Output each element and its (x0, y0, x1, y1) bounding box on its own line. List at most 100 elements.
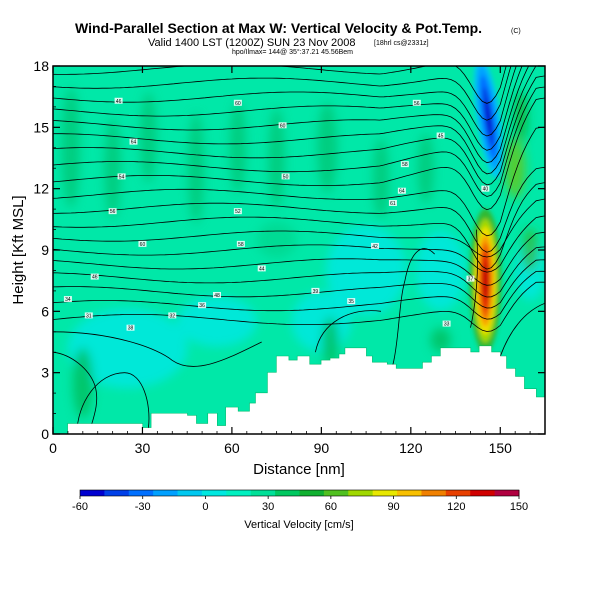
x-tick-label: 60 (224, 440, 240, 456)
isentrope-label: 46 (114, 97, 123, 105)
isentrope (53, 351, 98, 434)
isentropes (53, 66, 545, 434)
colorbar-swatch (299, 490, 325, 496)
isentrope-label: 40 (481, 185, 490, 193)
svg-text:54: 54 (119, 174, 125, 180)
colorbar-tick-label: 90 (387, 501, 399, 513)
svg-text:34: 34 (65, 297, 71, 303)
isentrope-label: 32 (168, 312, 177, 319)
y-tick-label: 9 (41, 242, 49, 258)
subtitle-note: [18hrl cs@2331z] (374, 40, 429, 47)
colorbar-tick-label: 60 (325, 501, 337, 513)
isentrope (53, 66, 517, 137)
isentrope (53, 126, 545, 237)
colorbar-swatch (201, 490, 227, 496)
colorbar-swatch (494, 490, 520, 496)
isentrope-label: 64 (129, 138, 138, 146)
x-tick-label: 150 (489, 440, 513, 456)
colorbar-swatch (421, 490, 447, 496)
isentrope (53, 66, 523, 151)
isentrope-label: 36 (198, 302, 207, 309)
colorbar-swatch (80, 490, 105, 496)
colorbar-swatch (372, 490, 398, 496)
y-tick-label: 0 (41, 426, 49, 442)
isentrope (53, 66, 507, 104)
isentrope (315, 310, 382, 353)
svg-text:60: 60 (140, 242, 146, 248)
colorbar-swatch (397, 490, 422, 496)
isentrope (53, 166, 545, 253)
isentrope-label: 56 (412, 99, 421, 107)
isentrope (499, 302, 545, 357)
colorbar-swatch (104, 490, 130, 496)
isentrope-label: 54 (117, 173, 126, 180)
isentrope (53, 270, 545, 320)
svg-text:46: 46 (116, 99, 122, 105)
isentrope (53, 198, 545, 258)
colorbar-swatch (250, 490, 276, 496)
isentrope (53, 182, 545, 270)
chart-subtitle: Valid 1400 LST (1200Z) SUN 23 Nov 2008 (148, 37, 356, 49)
isentrope-label: 60 (278, 122, 287, 129)
isentrope (53, 281, 545, 332)
svg-text:50: 50 (283, 174, 289, 180)
colorbar-swatch (128, 490, 154, 496)
isentrope-label: 42 (371, 242, 380, 250)
isentrope (53, 259, 545, 309)
svg-text:44: 44 (259, 266, 265, 272)
x-tick-label: 120 (399, 440, 423, 456)
isentrope-label: 58 (400, 161, 409, 168)
isentrope-label: 34 (63, 296, 72, 303)
svg-text:31: 31 (86, 313, 92, 319)
svg-text:64: 64 (131, 140, 137, 146)
x-tick-label: 90 (314, 440, 330, 456)
colorbar-tick-label: 120 (447, 501, 465, 513)
y-tick-label: 18 (33, 58, 49, 74)
colorbar-swatch (177, 490, 203, 496)
small-note: hpo/Ilmax= 144@ 35°:37.21 45.56Bem (232, 48, 353, 56)
colorbar-swatch (275, 490, 300, 496)
isentrope-label: 58 (236, 240, 245, 248)
svg-text:37: 37 (468, 277, 474, 283)
svg-text:38: 38 (128, 326, 134, 332)
isentrope-label: 60 (233, 99, 242, 107)
svg-text:60: 60 (280, 123, 286, 129)
colorbar: -60 -30 0 30 60 90 120 150 (72, 489, 528, 513)
isentrope (53, 215, 545, 273)
isentrope (53, 331, 262, 367)
isentrope (53, 66, 537, 175)
svg-text:33: 33 (444, 322, 450, 328)
isentrope (470, 229, 478, 328)
isentrope-label: 52 (233, 208, 242, 215)
isentrope-label: 60 (138, 240, 147, 248)
svg-text:52: 52 (235, 209, 241, 215)
isentrope (53, 97, 545, 211)
svg-text:61: 61 (390, 201, 396, 207)
colorbar-swatch (470, 490, 496, 496)
isentrope (53, 231, 545, 286)
isentrope-label: 48 (213, 291, 221, 299)
svg-text:32: 32 (169, 313, 175, 319)
isentrope (53, 66, 512, 121)
svg-text:40: 40 (483, 187, 489, 193)
isentrope-label: 44 (257, 265, 266, 272)
isentrope (392, 248, 435, 365)
y-tick-label: 3 (41, 365, 49, 381)
isentrope-label: 50 (281, 173, 290, 180)
colorbar-tick-label: 0 (202, 501, 208, 513)
isentrope-label: 33 (442, 320, 451, 328)
x-axis: 0 30 60 90 120 150 (49, 66, 531, 456)
colorbar-swatch (348, 490, 374, 496)
colorbar-tick-label: 30 (262, 501, 274, 513)
svg-text:35: 35 (348, 299, 354, 305)
colorbar-label: Vertical Velocity [cm/s] (244, 519, 353, 531)
svg-text:56: 56 (110, 209, 116, 215)
svg-text:58: 58 (238, 242, 244, 248)
isentrope (53, 75, 545, 186)
colorbar-swatch (153, 490, 179, 496)
isentrope-label: 38 (126, 324, 135, 332)
x-tick-label: 0 (49, 440, 57, 456)
